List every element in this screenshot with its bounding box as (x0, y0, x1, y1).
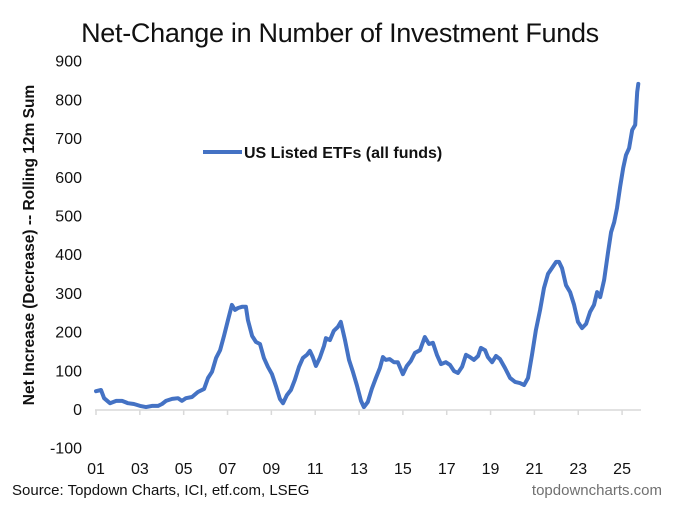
legend-label: US Listed ETFs (all funds) (244, 145, 442, 162)
y-tick-label: 900 (55, 54, 82, 71)
legend: US Listed ETFs (all funds) (203, 145, 442, 162)
x-tick-label: 15 (394, 461, 412, 478)
x-tick-label: 07 (219, 461, 237, 478)
y-tick-label: 400 (55, 247, 82, 264)
y-tick-label: 100 (55, 363, 82, 380)
chart-title: Net-Change in Number of Investment Funds (81, 18, 599, 48)
y-axis-ticks: -100 0 100 200 300 400 500 600 700 800 900 (50, 54, 82, 458)
y-tick-label: 600 (55, 170, 82, 187)
y-tick-label: 800 (55, 92, 82, 109)
x-tick-label: 09 (262, 461, 280, 478)
x-tick-label: 13 (350, 461, 368, 478)
x-tick-label: 25 (613, 461, 631, 478)
y-tick-label: 0 (73, 402, 82, 419)
y-tick-label: 500 (55, 209, 82, 226)
source-note: Source: Topdown Charts, ICI, etf.com, LS… (12, 482, 310, 499)
y-tick-label: 700 (55, 131, 82, 148)
x-tick-label: 19 (482, 461, 500, 478)
x-axis: 01 03 05 07 09 11 13 15 17 19 21 23 25 (87, 409, 641, 478)
series-group (94, 81, 641, 410)
x-tick-label: 21 (526, 461, 544, 478)
x-tick-label: 03 (131, 461, 149, 478)
y-tick-label: -100 (50, 441, 82, 458)
y-tick-label: 200 (55, 325, 82, 342)
series-line (94, 81, 641, 410)
y-tick-label: 300 (55, 286, 82, 303)
x-tick-label: 23 (569, 461, 587, 478)
x-tick-label: 17 (438, 461, 456, 478)
x-tick-label: 11 (307, 461, 324, 478)
brand-watermark: topdowncharts.com (531, 482, 662, 499)
x-tick-label: 05 (175, 461, 193, 478)
x-tick-label: 01 (87, 461, 105, 478)
